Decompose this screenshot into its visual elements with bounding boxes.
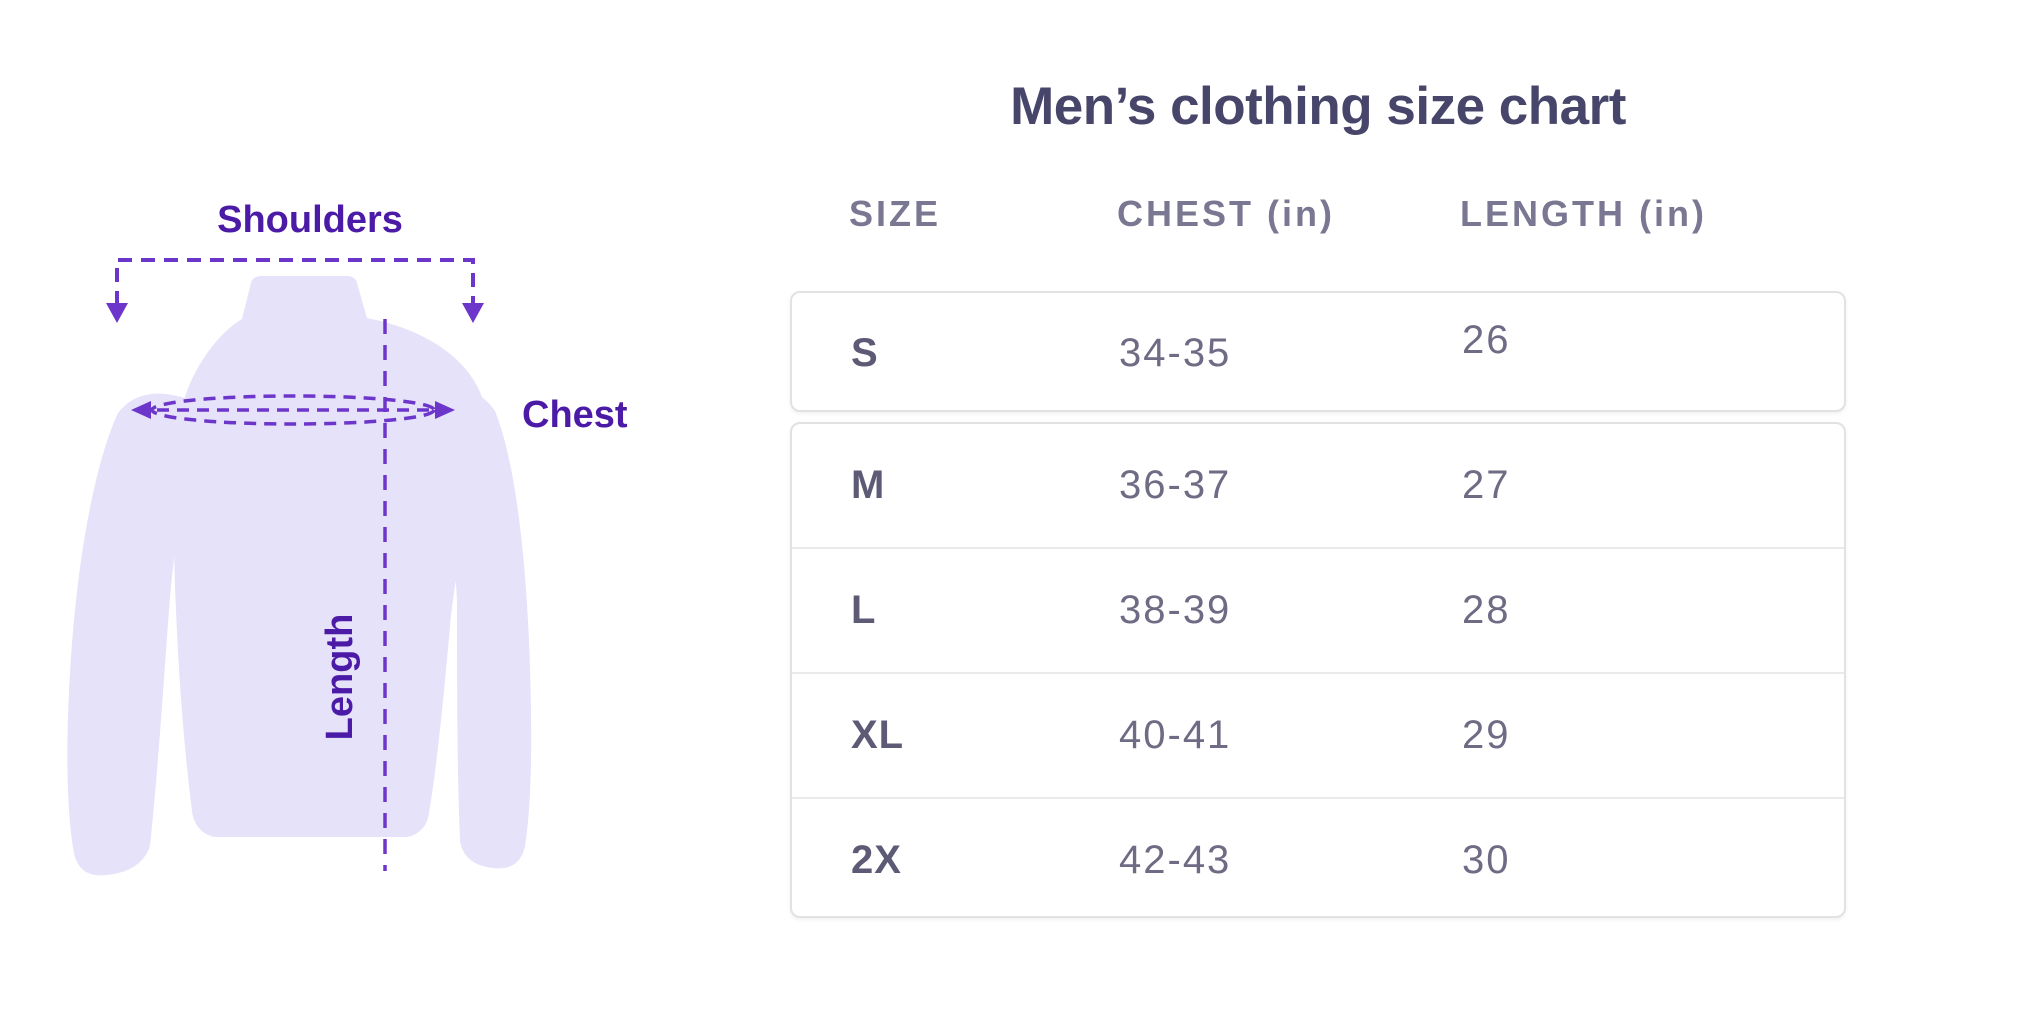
shoulders-measure-line <box>115 258 475 305</box>
length-cell: 30 <box>1462 838 1511 882</box>
length-cell: 29 <box>1462 713 1511 757</box>
table-row: L 38-39 28 <box>792 547 1844 672</box>
page-title: Men’s clothing size chart <box>1010 77 1626 136</box>
table-row: 2X 42-43 30 <box>792 797 1844 922</box>
chest-cell: 40-41 <box>1119 713 1232 757</box>
table-row: S 34-35 26 <box>792 293 1844 414</box>
chest-label: Chest <box>522 394 628 436</box>
column-header-size: SIZE <box>849 193 942 234</box>
length-label: Length <box>319 614 361 741</box>
shoulders-arrow-left <box>106 303 128 323</box>
shoulders-arrow-right <box>462 303 484 323</box>
chest-arrow-right <box>435 401 455 419</box>
table-row: M 36-37 27 <box>792 424 1844 547</box>
table-row-s-box: S 34-35 26 <box>790 291 1846 412</box>
size-table-panel: Men’s clothing size chart SIZE CHEST (in… <box>790 0 1846 1020</box>
length-cell: 28 <box>1462 588 1511 632</box>
table-header-row: SIZE CHEST (in) LENGTH (in) <box>790 193 1846 235</box>
chest-arrow-left <box>131 401 151 419</box>
column-header-length: LENGTH (in) <box>1460 193 1707 234</box>
length-cell: 27 <box>1462 463 1511 507</box>
chest-cell: 36-37 <box>1119 463 1232 507</box>
shirt-body <box>174 276 483 837</box>
shirt-measurement-diagram: Shoulders Chest Length <box>55 165 715 895</box>
shirt-right-sleeve <box>411 388 532 869</box>
size-cell: 2X <box>851 838 902 882</box>
shirt-illustration: Shoulders Chest Length <box>67 199 628 876</box>
size-cell: M <box>851 463 886 507</box>
shoulders-label: Shoulders <box>217 199 403 241</box>
size-cell: L <box>851 588 877 632</box>
table-row: XL 40-41 29 <box>792 672 1844 797</box>
chest-cell: 34-35 <box>1119 331 1232 375</box>
chest-cell: 42-43 <box>1119 838 1232 882</box>
shirt-left-sleeve <box>67 393 203 876</box>
size-cell: S <box>851 331 879 375</box>
column-header-chest: CHEST (in) <box>1117 193 1335 234</box>
chest-measure-ellipse <box>150 394 436 426</box>
table-rows-group-box: M 36-37 27 L 38-39 28 XL 40-41 29 2X 42-… <box>790 422 1846 918</box>
length-cell: 26 <box>1462 318 1511 362</box>
size-cell: XL <box>851 713 905 757</box>
chest-cell: 38-39 <box>1119 588 1232 632</box>
